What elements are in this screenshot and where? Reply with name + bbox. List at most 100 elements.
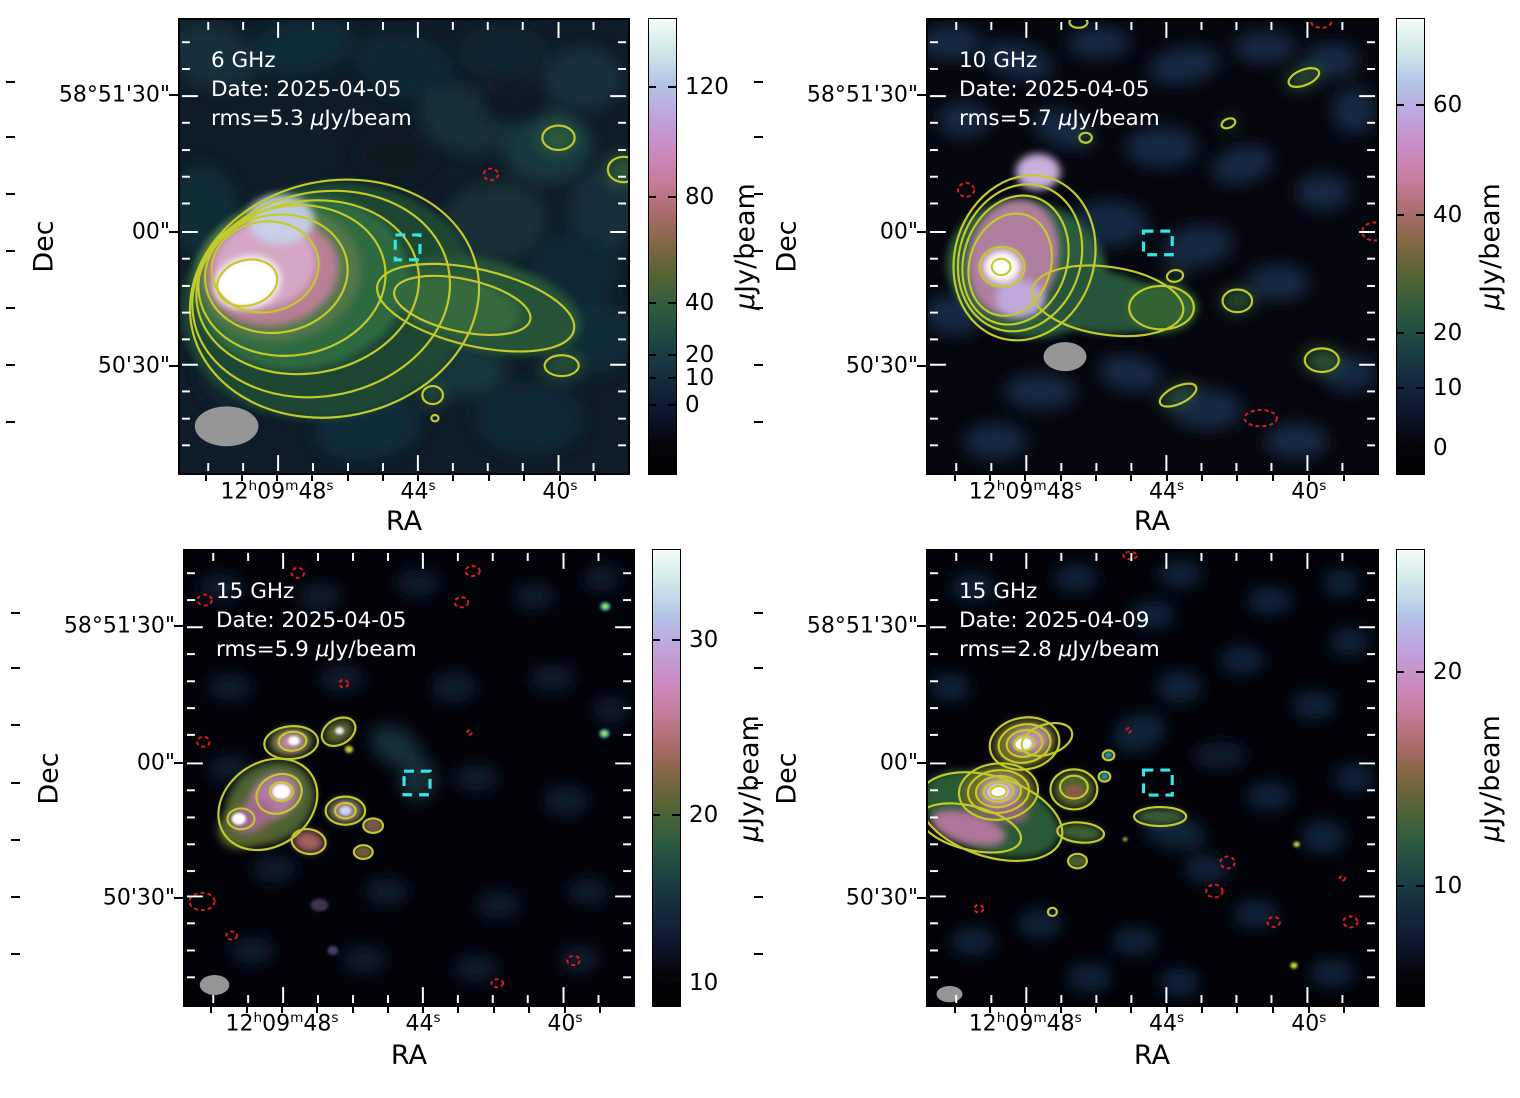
panel-15ghz-a-map: 15 GHz Date: 2025-04-05 rms=5.9 μJy/beam <box>183 549 635 1007</box>
x-outer-tick <box>1130 475 1133 481</box>
y-outer-tick <box>917 762 926 765</box>
colorbar-tick-label: 120 <box>685 74 729 100</box>
x-outer-tick <box>1059 475 1062 481</box>
x-outer-tick <box>558 475 561 481</box>
x-outer-tick <box>210 1007 213 1013</box>
axis-ticks <box>186 553 632 1003</box>
y-stray-tick <box>6 192 15 195</box>
y-stray-tick <box>6 421 15 424</box>
x-outer-tick <box>988 1007 991 1013</box>
x-axis-label: RA <box>1133 1040 1171 1071</box>
y-stray-tick <box>754 364 763 367</box>
x-outer-tick <box>1307 475 1310 481</box>
panel-15ghz-a-image <box>185 551 633 1005</box>
y-stray-tick <box>754 80 763 83</box>
x-outer-tick <box>240 475 243 481</box>
panel-15ghz-b-image <box>928 551 1377 1005</box>
x-outer-tick <box>275 475 278 481</box>
x-outer-tick <box>988 475 991 481</box>
y-stray-tick <box>754 667 763 670</box>
y-outer-tick <box>917 896 926 899</box>
colorbar-tick <box>672 639 680 642</box>
positive-contours <box>217 716 385 860</box>
positive-contours <box>188 124 628 423</box>
y-stray-tick <box>754 421 763 424</box>
y-stray-tick <box>11 612 20 615</box>
colorbar-tick <box>1416 885 1424 888</box>
y-stray-tick <box>754 192 763 195</box>
x-outer-tick <box>1343 1007 1346 1013</box>
x-outer-tick <box>1236 475 1239 481</box>
x-outer-tick <box>522 475 525 481</box>
rms-label: rms=2.8 μJy/beam <box>959 637 1160 662</box>
y-stray-tick <box>6 135 15 138</box>
x-outer-tick <box>316 1007 319 1013</box>
colorbar-tick <box>653 814 660 817</box>
panel-15ghz-a-annotation: 15 GHz Date: 2025-04-05 rms=5.9 μJy/beam <box>216 577 417 664</box>
beam-ellipse <box>1043 342 1087 372</box>
x-outer-tick <box>1271 1007 1274 1013</box>
x-outer-tick <box>1130 1007 1133 1013</box>
y-stray-tick <box>11 896 20 899</box>
y-outer-tick <box>917 364 926 367</box>
x-outer-tick <box>386 1007 389 1013</box>
colorbar-tick <box>653 639 660 642</box>
x-tick-label: 40s <box>542 478 578 505</box>
x-outer-tick <box>351 1007 354 1013</box>
axis-ticks <box>929 553 1376 1003</box>
date-label: Date: 2025-04-09 <box>959 608 1150 633</box>
y-tick-label: 58°51'30" <box>806 82 918 108</box>
colorbar-tick-label: 80 <box>685 184 715 211</box>
x-outer-tick <box>280 1007 283 1013</box>
colorbar-tick <box>1416 670 1424 673</box>
x-outer-tick <box>1094 475 1097 481</box>
colorbar-15ghz-b <box>1396 549 1425 1007</box>
x-outer-tick <box>346 475 349 481</box>
x-outer-tick <box>417 475 419 481</box>
y-stray-tick <box>6 80 15 83</box>
y-stray-tick <box>754 250 763 253</box>
colorbar-tick-label: 10 <box>685 365 715 392</box>
beam-ellipse <box>194 406 259 447</box>
y-tick-label: 00" <box>879 750 918 776</box>
colorbar-tick <box>1397 447 1404 450</box>
y-axis-label: Dec <box>28 220 60 273</box>
x-outer-tick <box>205 475 208 481</box>
x-outer-tick <box>599 1007 602 1013</box>
colorbar-tick-label: 30 <box>689 627 719 654</box>
x-outer-tick <box>1024 475 1027 481</box>
rms-label: rms=5.9 μJy/beam <box>216 637 417 662</box>
y-stray-tick <box>11 953 20 956</box>
x-outer-tick <box>1307 1007 1310 1013</box>
beam-ellipse <box>199 974 230 995</box>
negative-contours <box>482 167 500 182</box>
positive-contours <box>928 716 1188 918</box>
rms-label: rms=5.7 μJy/beam <box>959 106 1160 131</box>
colorbar-tick <box>1397 331 1404 334</box>
x-tick-label: 44s <box>400 478 436 505</box>
x-outer-tick <box>487 475 490 481</box>
y-stray-tick <box>11 838 20 841</box>
colorbar-tick <box>1416 103 1424 106</box>
colorbar-tick <box>1397 387 1404 390</box>
colorbar-tick <box>649 377 656 380</box>
date-label: Date: 2025-04-05 <box>211 77 402 102</box>
frequency-label: 6 GHz <box>211 48 276 73</box>
panel-6ghz-map: 6 GHz Date: 2025-04-05 rms=5.3 μJy/beam <box>178 18 630 475</box>
x-tick-label: 44s <box>1148 1010 1185 1037</box>
y-tick-label: 58°51'30" <box>63 613 175 639</box>
x-outer-tick <box>563 1007 566 1013</box>
x-outer-tick <box>452 475 455 481</box>
colorbar-unit-label: μJy/beam <box>734 715 765 842</box>
x-outer-tick <box>422 1007 424 1013</box>
colorbar-tick-label: 40 <box>685 290 715 317</box>
colorbar-tick <box>649 86 656 88</box>
colorbar-tick <box>1416 331 1424 334</box>
y-outer-tick <box>169 364 178 367</box>
colorbar-tick-label: 40 <box>1433 201 1463 228</box>
y-tick-label: 58°51'30" <box>806 613 918 639</box>
panel-6ghz-image <box>180 20 628 473</box>
y-stray-tick <box>754 896 763 899</box>
y-stray-tick <box>754 135 763 138</box>
